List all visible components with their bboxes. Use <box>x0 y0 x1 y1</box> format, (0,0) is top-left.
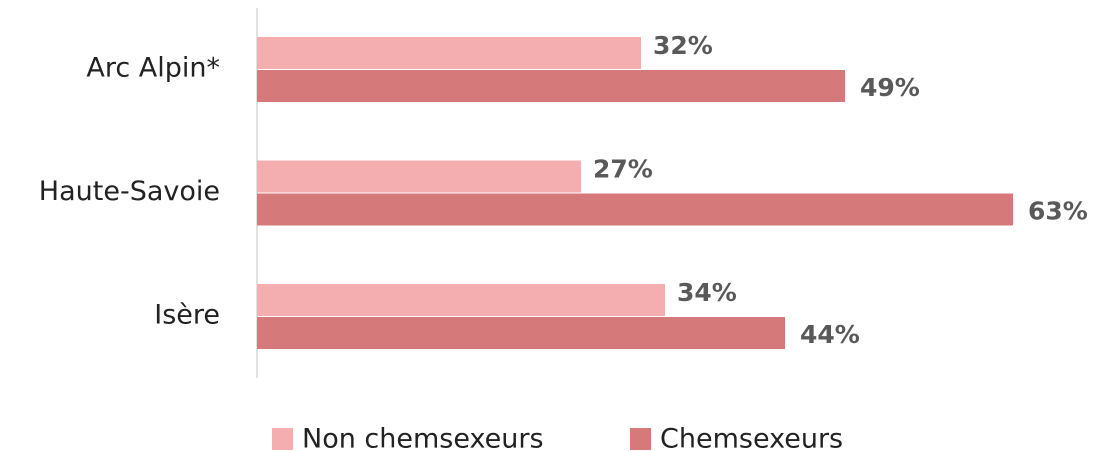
bar <box>257 284 665 316</box>
bar <box>257 70 845 102</box>
data-label: 49% <box>860 73 920 102</box>
bar <box>257 193 1013 226</box>
bar <box>257 317 785 349</box>
bar <box>257 37 641 69</box>
y-tick-label: Isère <box>154 300 220 331</box>
legend-label: Chemsexeurs <box>660 424 843 451</box>
data-label: 44% <box>800 320 860 349</box>
legend-swatch <box>272 428 293 450</box>
legend-swatch <box>630 428 651 450</box>
y-tick-label: Haute-Savoie <box>39 176 220 207</box>
bar <box>257 160 581 193</box>
y-tick-label: Arc Alpin* <box>86 53 220 84</box>
data-label: 63% <box>1028 197 1088 226</box>
legend-label: Non chemsexeurs <box>302 424 544 451</box>
data-label: 32% <box>653 31 713 60</box>
data-label: 34% <box>677 278 737 307</box>
data-label: 27% <box>593 155 653 184</box>
